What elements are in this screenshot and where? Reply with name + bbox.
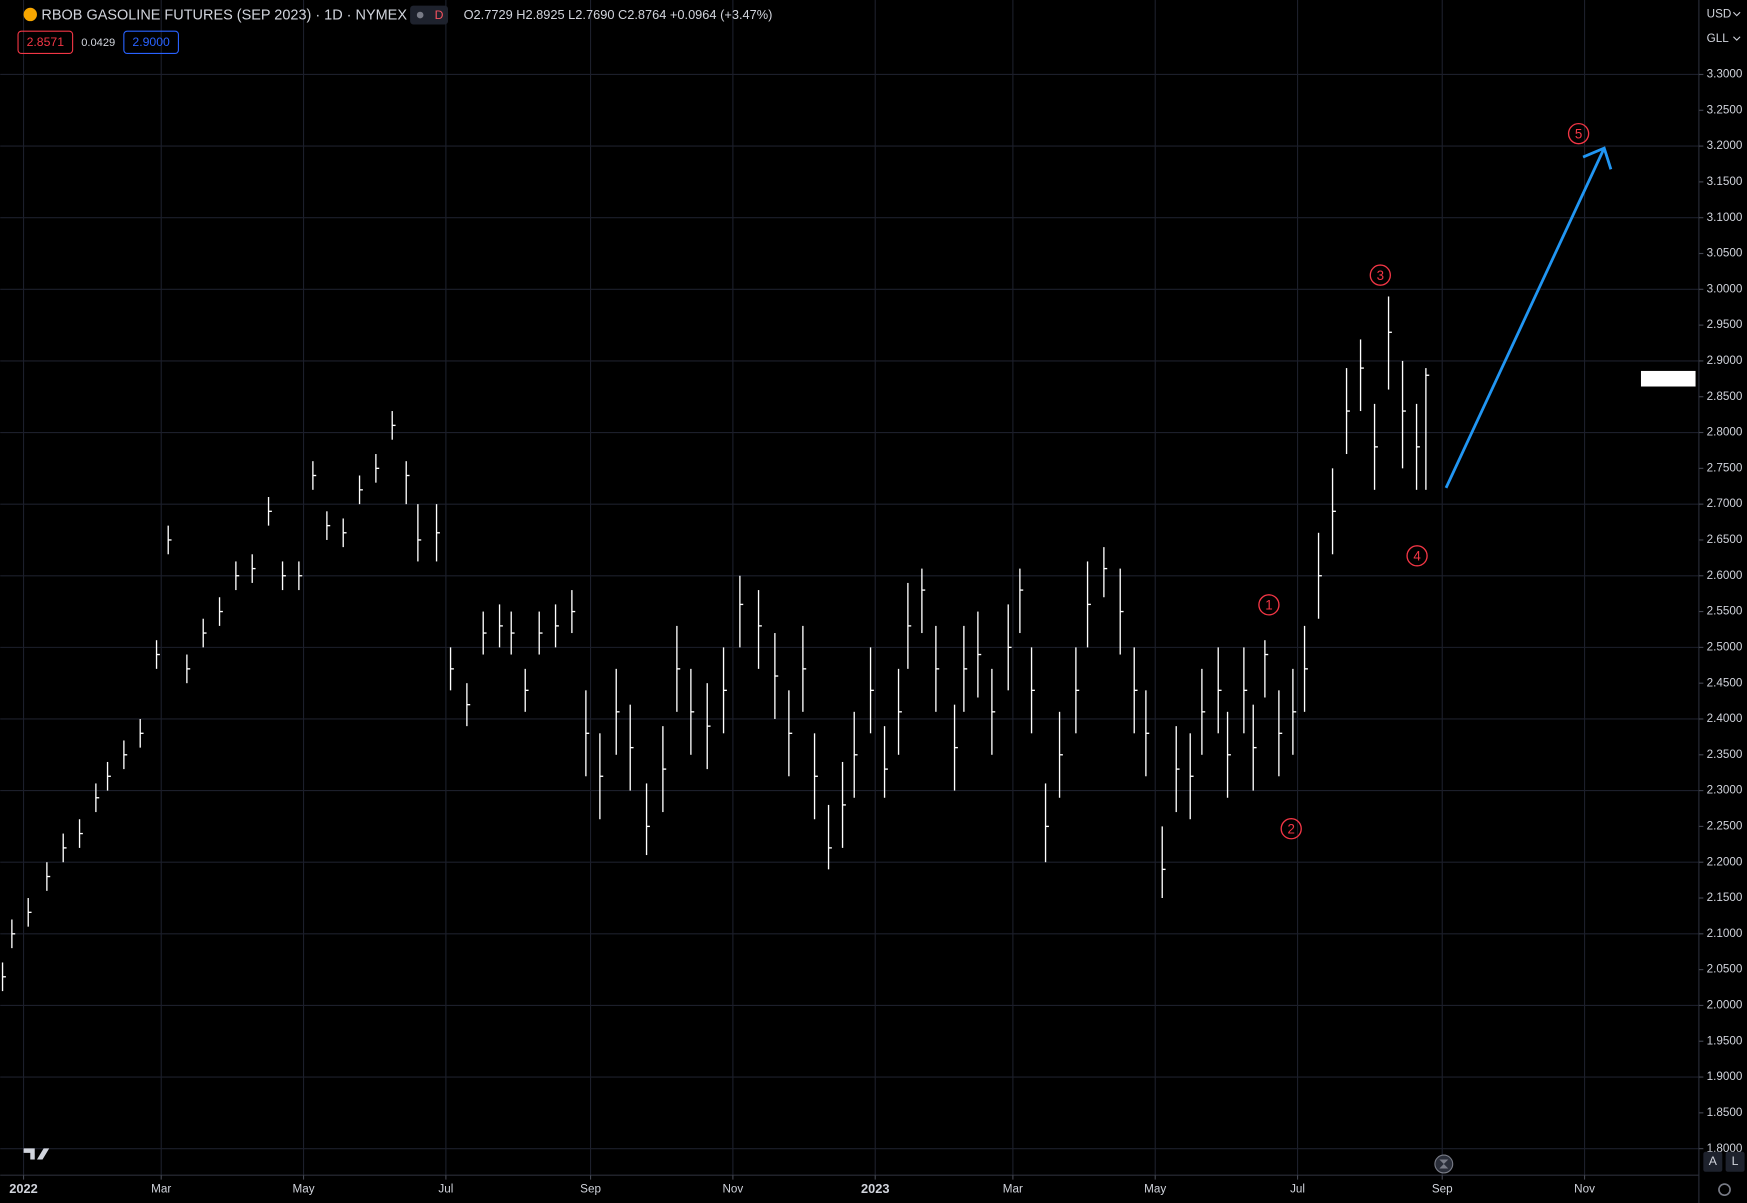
spread: 0.0429 bbox=[81, 37, 115, 49]
wave-circle bbox=[1567, 122, 1590, 145]
y-tick-label: 3.2000 bbox=[1707, 139, 1743, 152]
wave-circle bbox=[1258, 594, 1280, 616]
y-tick-label: 2.0500 bbox=[1707, 963, 1743, 976]
y-tick-label: 2.1000 bbox=[1707, 927, 1743, 940]
y-tick-label: 2.5000 bbox=[1707, 640, 1743, 653]
go-to-date[interactable] bbox=[1434, 1154, 1454, 1174]
bid-box[interactable] bbox=[17, 30, 74, 55]
wave-circle bbox=[1280, 818, 1302, 840]
grid bbox=[0, 0, 1699, 1176]
y-tick-label: 1.9000 bbox=[1707, 1070, 1743, 1083]
y-tick-label: 3.3000 bbox=[1707, 68, 1743, 81]
symbol-icon bbox=[23, 7, 37, 22]
y-tick-label: 1.8500 bbox=[1707, 1106, 1743, 1119]
ask-box[interactable] bbox=[123, 30, 179, 55]
auto-label[interactable]: A bbox=[1709, 1154, 1718, 1168]
badge-box bbox=[410, 5, 448, 25]
wave-circle bbox=[1406, 545, 1428, 567]
y-tick-label: 2.9000 bbox=[1707, 354, 1743, 367]
wave-label: 5 bbox=[1575, 126, 1582, 141]
y-tick-label: 2.1500 bbox=[1707, 891, 1743, 904]
wave-label: 2 bbox=[1287, 821, 1294, 836]
bid-price[interactable]: 2.8571 bbox=[27, 35, 65, 49]
wave-label: 1 bbox=[1265, 597, 1272, 612]
y-tick-label: 3.2500 bbox=[1707, 103, 1743, 116]
y-tick-label: 2.3000 bbox=[1707, 784, 1743, 797]
log-button[interactable] bbox=[1725, 1151, 1745, 1172]
price-bars bbox=[1, 296, 1430, 992]
unit[interactable]: GLL bbox=[1707, 32, 1730, 45]
y-tick-label: 2.5500 bbox=[1707, 605, 1743, 618]
y-tick-label: 3.1500 bbox=[1707, 175, 1743, 188]
y-tick-label: 1.9500 bbox=[1707, 1034, 1743, 1047]
price-scale: 3.3000 3.2500 3.2000 3.1500 3.1000 3.0500 3.00… bbox=[1698, 68, 1743, 1155]
x-tick-label: Mar bbox=[151, 1183, 171, 1196]
ohlc-values: O2.7729 H2.8925 L2.7690 C2.8764 +0.0964 … bbox=[464, 7, 773, 22]
wave-circle bbox=[1369, 264, 1392, 286]
arrow-head bbox=[1582, 146, 1613, 170]
log-label[interactable]: L bbox=[1732, 1154, 1739, 1168]
y-tick-label: 2.0000 bbox=[1707, 999, 1743, 1012]
y-tick-label: 2.6500 bbox=[1707, 533, 1743, 546]
y-tick-label: 2.8500 bbox=[1707, 390, 1743, 403]
y-tick-label: 2.8000 bbox=[1707, 426, 1743, 439]
x-tick-label: Sep bbox=[580, 1183, 601, 1196]
wave-label: 3 bbox=[1377, 268, 1384, 283]
projection-arrow bbox=[1444, 147, 1606, 489]
settings-icon[interactable] bbox=[1718, 1183, 1731, 1197]
y-tick-label: 2.4000 bbox=[1707, 712, 1743, 725]
y-tick-label: 2.9500 bbox=[1707, 318, 1743, 331]
x-tick-label: Jul bbox=[438, 1183, 453, 1196]
badge-dot bbox=[416, 11, 424, 19]
hourglass bbox=[1439, 1159, 1449, 1169]
wave-label: 4 bbox=[1413, 548, 1421, 563]
x-tick-label: Mar bbox=[1003, 1183, 1023, 1196]
badge: D bbox=[435, 8, 444, 22]
y-tick-label: 2.7500 bbox=[1707, 461, 1743, 474]
currency[interactable]: USD bbox=[1707, 8, 1732, 21]
x-tick-label: Sep bbox=[1432, 1183, 1453, 1196]
logo[interactable] bbox=[23, 1148, 50, 1160]
y-tick-label: 3.1000 bbox=[1707, 211, 1743, 224]
x-tick-label: Nov bbox=[722, 1183, 743, 1196]
y-tick-label: 2.4500 bbox=[1707, 676, 1743, 689]
unit-caret bbox=[1733, 36, 1741, 41]
annotations: 1 2 3 4 5 bbox=[1258, 122, 1590, 840]
y-tick-label: 1.8000 bbox=[1707, 1142, 1743, 1155]
time-scale: 2022 Mar May Jul Sep Nov 2023 Mar May Jul Sep Nov bbox=[9, 1175, 1595, 1196]
x-tick-label: Nov bbox=[1574, 1183, 1595, 1196]
y-tick-label: 2.2500 bbox=[1707, 819, 1743, 832]
ask-price[interactable]: 2.9000 bbox=[132, 35, 170, 49]
y-tick-label: 2.2000 bbox=[1707, 855, 1743, 868]
price-marker bbox=[1640, 370, 1696, 387]
auto-button[interactable] bbox=[1703, 1151, 1723, 1172]
y-tick-label: 3.0000 bbox=[1707, 282, 1743, 295]
x-tick-label: May bbox=[1144, 1183, 1166, 1196]
y-tick-label: 3.0500 bbox=[1707, 247, 1743, 260]
y-tick-label: 2.6000 bbox=[1707, 569, 1743, 582]
y-tick-label: 2.3500 bbox=[1707, 748, 1743, 761]
x-tick-label: May bbox=[293, 1183, 315, 1196]
currency-caret bbox=[1733, 11, 1741, 17]
y-tick-label: 2.7000 bbox=[1707, 497, 1743, 510]
symbol-title[interactable]: RBOB GASOLINE FUTURES (SEP 2023) · 1D · … bbox=[41, 7, 407, 23]
x-tick-label: 2022 bbox=[9, 1181, 37, 1196]
x-tick-label: 2023 bbox=[861, 1181, 889, 1196]
x-tick-label: Jul bbox=[1290, 1183, 1305, 1196]
